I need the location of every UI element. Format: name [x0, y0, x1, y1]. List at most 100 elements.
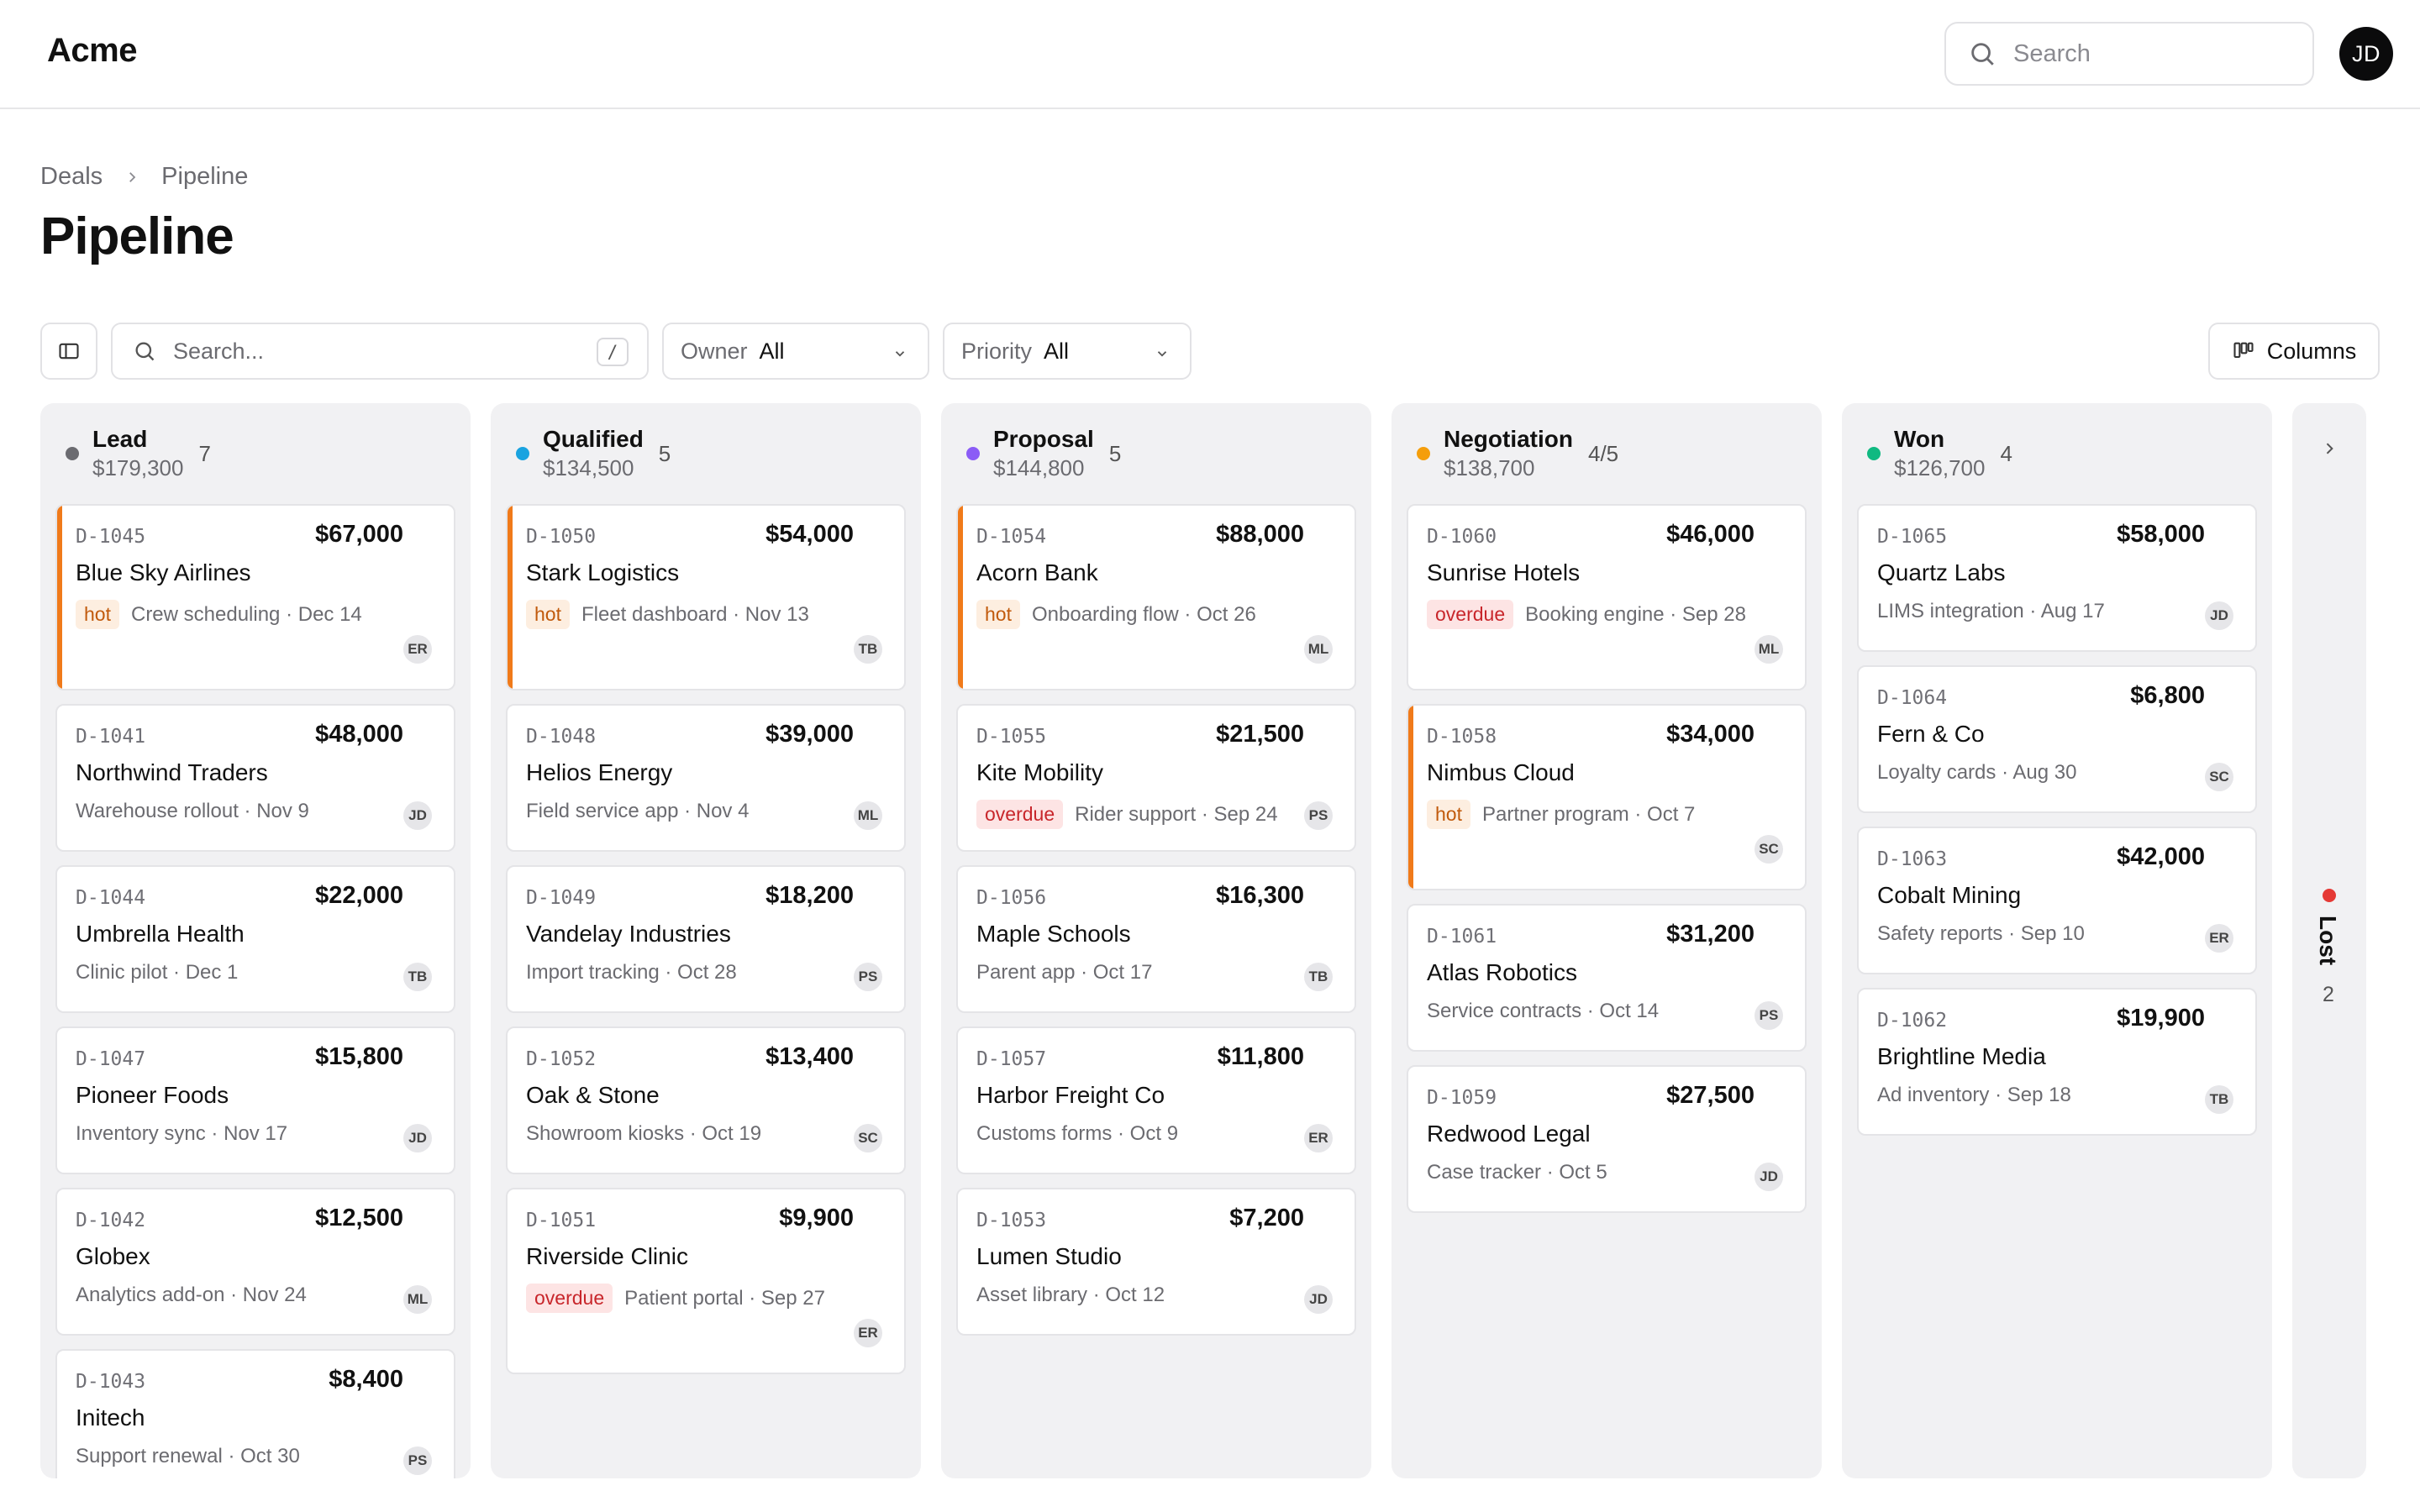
- deal-card[interactable]: D-1063 $42,000 Cobalt Mining Safety reports…: [1857, 827, 2257, 974]
- owner-avatar: TB: [2205, 1085, 2233, 1114]
- column-total: $126,700: [1894, 455, 1986, 480]
- column-count: 4: [2000, 440, 2012, 466]
- deal-company: Maple Schools: [976, 921, 1131, 947]
- deal-card[interactable]: D-1043 $8,400 Initech Support renewal · Oct…: [55, 1349, 455, 1478]
- deal-company: Nimbus Cloud: [1427, 759, 1575, 785]
- deal-meta: Clinic pilot · Dec 1: [76, 961, 238, 984]
- kanban-columns-icon: [2233, 342, 2254, 359]
- deal-card[interactable]: D-1042 $12,500 Globex Analytics add-on · No…: [55, 1188, 455, 1336]
- deal-search-placeholder: Search...: [173, 338, 265, 364]
- deal-description: Ad inventory · Sep 18: [1877, 1084, 2071, 1106]
- deal-company: Redwood Legal: [1427, 1121, 1591, 1147]
- column-title: Won: [1894, 426, 1945, 452]
- deal-id: D-1044: [76, 887, 146, 909]
- global-search-input[interactable]: Search: [1944, 22, 2314, 86]
- deal-card[interactable]: D-1059 $27,500 Redwood Legal Case tracker ·…: [1407, 1065, 1807, 1213]
- deal-description: Support renewal · Oct 30: [76, 1445, 300, 1467]
- deal-meta: Safety reports · Sep 10: [1877, 922, 2085, 946]
- brand-logo[interactable]: Acme: [47, 32, 137, 69]
- column-header: Proposal $144,800 5: [966, 425, 1121, 482]
- lost-column-count: 2: [2323, 983, 2334, 1006]
- column-status-dot: [966, 447, 980, 460]
- deal-amount: $39,000: [765, 721, 854, 748]
- deal-card[interactable]: D-1057 $11,800 Harbor Freight Co Customs fo…: [956, 1026, 1356, 1174]
- deal-meta: Import tracking · Oct 28: [526, 961, 737, 984]
- owner-filter-value: All: [759, 338, 785, 364]
- column-status-dot: [1867, 447, 1881, 460]
- deal-description: Service contracts · Oct 14: [1427, 1000, 1660, 1022]
- deal-card[interactable]: D-1053 $7,200 Lumen Studio Asset library · …: [956, 1188, 1356, 1336]
- column-title: Negotiation: [1444, 426, 1573, 452]
- owner-filter-label: Owner: [681, 338, 748, 364]
- deal-card[interactable]: D-1065 $58,000 Quartz Labs LIMS integration…: [1857, 504, 2257, 652]
- deal-card[interactable]: D-1047 $15,800 Pioneer Foods Inventory sync…: [55, 1026, 455, 1174]
- breadcrumb-pipeline: Pipeline: [161, 163, 249, 190]
- sidebar-toggle-button[interactable]: [40, 323, 97, 380]
- deal-description: Field service app · Nov 4: [526, 800, 750, 822]
- deal-search-input[interactable]: Search... /: [111, 323, 649, 380]
- owner-avatar: ER: [854, 1319, 882, 1347]
- breadcrumb: Deals Pipeline: [40, 163, 248, 191]
- deal-description: Asset library · Oct 12: [976, 1284, 1165, 1306]
- owner-avatar: PS: [1754, 1001, 1783, 1030]
- column-title: Proposal: [993, 426, 1094, 452]
- chevron-right-icon[interactable]: [2321, 440, 2338, 457]
- owner-avatar: TB: [854, 635, 882, 664]
- deal-company: Cobalt Mining: [1877, 882, 2022, 908]
- deal-card[interactable]: D-1055 $21,500 Kite Mobility overdue Rider s…: [956, 704, 1356, 852]
- deal-meta: Inventory sync · Nov 17: [76, 1122, 287, 1146]
- deal-id: D-1060: [1427, 526, 1497, 548]
- deal-description: Import tracking · Oct 28: [526, 961, 737, 984]
- deal-id: D-1058: [1427, 726, 1497, 748]
- deal-description: Showroom kiosks · Oct 19: [526, 1122, 762, 1145]
- deal-card[interactable]: D-1050 $54,000 Stark Logistics hot Fleet das…: [506, 504, 906, 690]
- deal-meta: hot Fleet dashboard · Nov 13: [526, 600, 809, 629]
- priority-filter-value: All: [1044, 338, 1070, 364]
- column-negotiation: Negotiation $138,700 4/5 D-1060 $46,000 Sunri…: [1392, 403, 1822, 1478]
- deal-description: Customs forms · Oct 9: [976, 1122, 1179, 1145]
- deal-card[interactable]: D-1060 $46,000 Sunrise Hotels overdue Bookin…: [1407, 504, 1807, 690]
- deal-company: Blue Sky Airlines: [76, 559, 251, 585]
- owner-avatar: JD: [403, 1124, 432, 1152]
- deal-id: D-1065: [1877, 526, 1948, 548]
- column-count: 7: [198, 440, 211, 466]
- deal-meta: Ad inventory · Sep 18: [1877, 1084, 2071, 1107]
- deal-id: D-1063: [1877, 848, 1948, 870]
- breadcrumb-deals[interactable]: Deals: [40, 163, 103, 190]
- deal-card[interactable]: D-1044 $22,000 Umbrella Health Clinic pilot…: [55, 865, 455, 1013]
- column-qualified: Qualified $134,500 5 D-1050 $54,000 Stark Log…: [491, 403, 921, 1478]
- deal-card[interactable]: D-1064 $6,800 Fern & Co Loyalty cards · Aug…: [1857, 665, 2257, 813]
- deal-amount: $54,000: [765, 521, 854, 548]
- column-header: Negotiation $138,700 4/5: [1417, 425, 1618, 482]
- deal-card[interactable]: D-1052 $13,400 Oak & Stone Showroom kiosks …: [506, 1026, 906, 1174]
- deal-card[interactable]: D-1049 $18,200 Vandelay Industries Import t…: [506, 865, 906, 1013]
- lost-column-collapsed[interactable]: Lost 2: [2292, 403, 2366, 1478]
- deal-card[interactable]: D-1051 $9,900 Riverside Clinic overdue Patie…: [506, 1188, 906, 1374]
- deal-card[interactable]: D-1054 $88,000 Acorn Bank hot Onboarding flo…: [956, 504, 1356, 690]
- deal-card[interactable]: D-1041 $48,000 Northwind Traders Warehouse …: [55, 704, 455, 852]
- deal-card[interactable]: D-1058 $34,000 Nimbus Cloud hot Partner prog…: [1407, 704, 1807, 890]
- owner-filter-select[interactable]: Owner All: [662, 323, 929, 380]
- owner-avatar: ML: [1754, 635, 1783, 664]
- deal-meta: Customs forms · Oct 9: [976, 1122, 1178, 1146]
- owner-avatar: ER: [1304, 1124, 1333, 1152]
- deal-id: D-1061: [1427, 926, 1497, 948]
- priority-filter-select[interactable]: Priority All: [943, 323, 1192, 380]
- deal-company: Acorn Bank: [976, 559, 1098, 585]
- deal-amount: $58,000: [2117, 521, 2205, 548]
- deal-id: D-1052: [526, 1048, 597, 1070]
- deal-card[interactable]: D-1056 $16,300 Maple Schools Parent app · O…: [956, 865, 1356, 1013]
- deal-amount: $6,800: [2130, 682, 2205, 709]
- columns-button[interactable]: Columns: [2208, 323, 2380, 380]
- deal-meta: Support renewal · Oct 30: [76, 1445, 300, 1468]
- deal-card[interactable]: D-1061 $31,200 Atlas Robotics Service contr…: [1407, 904, 1807, 1052]
- hot-badge: hot: [976, 600, 1020, 629]
- deal-card[interactable]: D-1062 $19,900 Brightline Media Ad inventor…: [1857, 988, 2257, 1136]
- deal-id: D-1043: [76, 1371, 146, 1393]
- deal-meta: hot Onboarding flow · Oct 26: [976, 600, 1256, 629]
- deal-card[interactable]: D-1048 $39,000 Helios Energy Field service …: [506, 704, 906, 852]
- hot-badge: hot: [76, 600, 119, 629]
- deal-description: Patient portal · Sep 27: [624, 1286, 825, 1310]
- deal-card[interactable]: D-1045 $67,000 Blue Sky Airlines hot Crew sc…: [55, 504, 455, 690]
- user-avatar[interactable]: JD: [2339, 27, 2393, 81]
